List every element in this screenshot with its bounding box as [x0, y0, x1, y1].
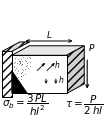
- Text: $h$: $h$: [53, 59, 60, 70]
- Polygon shape: [12, 46, 84, 55]
- Polygon shape: [12, 71, 27, 93]
- Text: $\tau=\dfrac{P}{2\,hl}$: $\tau=\dfrac{P}{2\,hl}$: [64, 94, 102, 117]
- Text: $h$: $h$: [57, 74, 64, 85]
- Polygon shape: [2, 42, 29, 51]
- Polygon shape: [2, 51, 12, 97]
- Text: $L$: $L$: [45, 29, 52, 40]
- Text: $P$: $P$: [87, 42, 95, 53]
- Text: $\sigma_b=\dfrac{3\,PL}{hl^2}$: $\sigma_b=\dfrac{3\,PL}{hl^2}$: [2, 93, 48, 118]
- Polygon shape: [66, 46, 84, 93]
- Polygon shape: [12, 55, 66, 93]
